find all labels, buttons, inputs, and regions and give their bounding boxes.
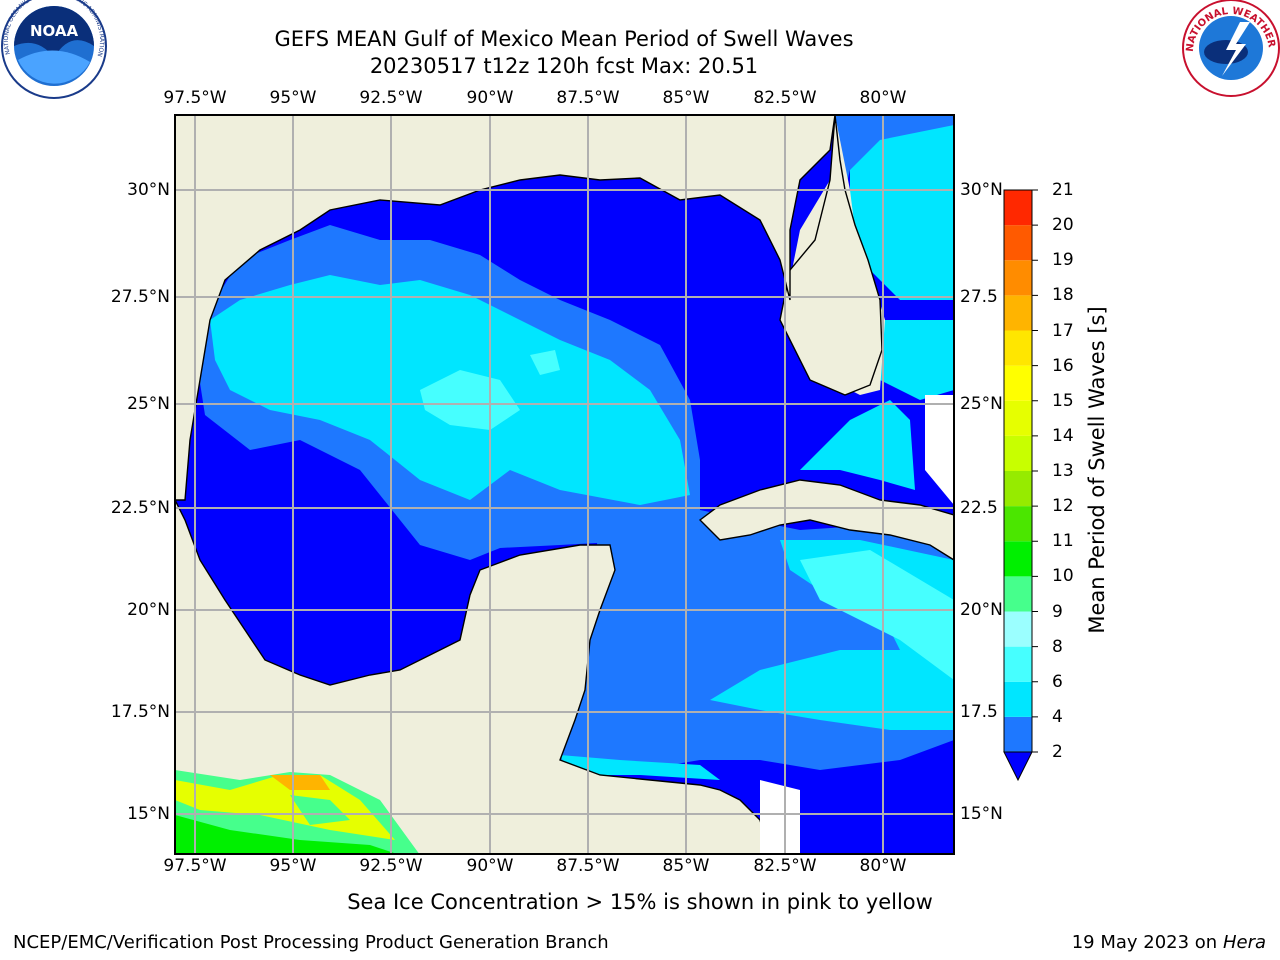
colorbar-tick-label: 19	[1052, 250, 1074, 271]
lon-label-bottom: 85°W	[662, 856, 710, 876]
colorbar-segment	[1004, 260, 1032, 296]
nws-logo: NATIONAL WEATHER SERVICE	[0, 0, 1280, 97]
lat-label-left: 17.5°N	[110, 702, 170, 722]
colorbar-segment	[1004, 646, 1032, 682]
lat-label-left: 20°N	[127, 600, 170, 620]
lon-label-bottom: 87.5°W	[556, 856, 620, 876]
lat-label-right: 27.5	[960, 287, 998, 307]
colorbar-segment	[1004, 471, 1032, 507]
lon-label-bottom: 95°W	[269, 856, 317, 876]
colorbar-segment	[1004, 400, 1032, 436]
colorbar-tick-label: 16	[1052, 355, 1074, 376]
lat-label-left: 27.5°N	[110, 287, 170, 307]
colorbar-segment	[1004, 541, 1032, 577]
swell-level-8-region-caribbean	[800, 550, 954, 680]
lon-label-bottom: 92.5°W	[359, 856, 423, 876]
lon-label-top: 92.5°W	[359, 88, 423, 108]
swell-level-8-region-gulf	[420, 370, 520, 430]
lon-label-bottom: 80°W	[859, 856, 907, 876]
colorbar-segment	[1004, 435, 1032, 471]
colorbar-tick-label: 2	[1052, 742, 1063, 762]
lat-label-right: 25°N	[960, 394, 1003, 414]
run-date-text: 19 May 2023 on	[1071, 932, 1218, 953]
lon-label-top: 85°W	[662, 88, 710, 108]
colorbar-segment	[1004, 611, 1032, 647]
lon-label-bottom: 82.5°W	[753, 856, 817, 876]
svg-text:NATIONAL WEATHER SERVICE: NATIONAL WEATHER SERVICE	[0, 0, 1277, 52]
lon-label-top: 80°W	[859, 88, 907, 108]
lat-label-left: 30°N	[127, 180, 170, 200]
lon-label-bottom: 90°W	[466, 856, 514, 876]
colorbar-segment	[1004, 681, 1032, 717]
lat-label-right: 15°N	[960, 804, 1003, 824]
colorbar-tick-label: 14	[1052, 425, 1074, 446]
lat-label-right: 22.5	[960, 498, 998, 518]
run-date: 19 May 2023 on Hera	[1072, 932, 1266, 953]
colorbar-under-arrow	[1003, 751, 1033, 782]
lat-label-right: 20°N	[960, 600, 1003, 620]
machine-name: Hera	[1222, 932, 1266, 953]
map-panel	[175, 115, 954, 854]
colorbar-segment	[1004, 365, 1032, 401]
lon-label-top: 90°W	[466, 88, 514, 108]
sea-ice-note: Sea Ice Concentration > 15% is shown in …	[347, 890, 933, 914]
lat-label-left: 15°N	[127, 804, 170, 824]
chart-subtitle: 20230517 t12z 120h fcst Max: 20.51	[369, 54, 759, 78]
colorbar-tick-label: 9	[1052, 601, 1063, 622]
colorbar	[1003, 189, 1038, 782]
lon-label-top: 82.5°W	[753, 88, 817, 108]
colorbar-tick-label: 11	[1052, 531, 1074, 552]
lat-label-right: 17.5	[960, 702, 998, 722]
colorbar-tick-label: 13	[1052, 461, 1074, 481]
colorbar-tick-label: 8	[1052, 636, 1063, 657]
colorbar-segment	[1004, 506, 1032, 542]
lat-label-right: 30°N	[960, 180, 1003, 200]
lon-label-top: 97.5°W	[163, 88, 227, 108]
noaa-logo-text: NOAA	[30, 22, 79, 40]
colorbar-segment	[1004, 225, 1032, 261]
swell-level-4-region-atlantic	[835, 115, 954, 210]
colorbar-tick-label: 20	[1052, 215, 1074, 236]
pacific-swell-patch	[175, 770, 420, 854]
credit-line: NCEP/EMC/Verification Post Processing Pr…	[13, 932, 609, 953]
colorbar-label: Mean Period of Swell Waves [s]	[1085, 306, 1109, 634]
colorbar-tick-label: 15	[1052, 390, 1074, 411]
colorbar-segment	[1004, 295, 1032, 331]
colorbar-tick-label: 10	[1052, 566, 1074, 587]
graticule	[175, 115, 954, 854]
colorbar-tick-label: 6	[1052, 671, 1063, 692]
colorbar-segment	[1004, 330, 1032, 366]
colorbar-tick-label: 17	[1052, 320, 1074, 341]
chart-title: GEFS MEAN Gulf of Mexico Mean Period of …	[274, 27, 854, 51]
colorbar-segment	[1004, 716, 1032, 752]
lat-label-left: 22.5°N	[110, 498, 170, 518]
map-frame	[174, 114, 955, 855]
colorbar-tick-label: 18	[1052, 285, 1074, 306]
noaa-logo: NOAA NATIONAL OCEANIC AND ATMOSPHERIC AD…	[0, 0, 107, 99]
lon-label-top: 87.5°W	[556, 88, 620, 108]
colorbar-segment	[1004, 576, 1032, 612]
lat-label-left: 25°N	[127, 394, 170, 414]
colorbar-tick-label: 21	[1052, 180, 1074, 200]
lon-label-bottom: 97.5°W	[163, 856, 227, 876]
lon-label-top: 95°W	[269, 88, 317, 108]
colorbar-tick-label: 12	[1052, 496, 1074, 517]
colorbar-tick-label: 4	[1052, 706, 1063, 727]
colorbar-segment	[1004, 190, 1032, 226]
swell-level-6-region-atlantic	[850, 118, 954, 300]
